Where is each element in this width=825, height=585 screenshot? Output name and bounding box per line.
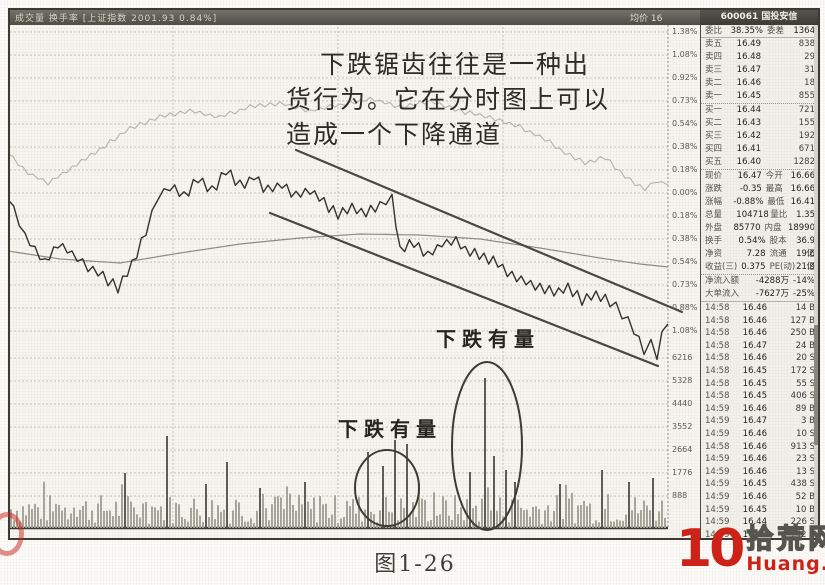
weibi-value: 38.35% (730, 26, 763, 36)
volume-callout-label-lower: 下跌有量 (338, 417, 442, 441)
axis-tick-label: 888 (672, 491, 688, 500)
transaction-row[interactable]: 14:59 16.45 10 B (705, 504, 815, 515)
scrollbar-thumb[interactable] (814, 325, 818, 445)
volume-callout-label-upper: 下跌有量 (436, 327, 540, 351)
quote-level-row: 卖二 16.46 18 (705, 78, 815, 88)
panel-scrollbar[interactable] (814, 25, 818, 538)
weicha-value: 1364 (793, 26, 815, 36)
axis-tick-label: 0.73% (672, 96, 698, 105)
axis-tick-label: 0.54% (672, 119, 698, 128)
quote-level-row: 买五 16.40 1282 (705, 157, 815, 167)
toolbar-indicator-tabs[interactable]: 成交量 换手率 [上证指数 2001.93 0.84%] (15, 14, 218, 24)
stock-info-row: 收益(三) 0.375 PE(动) 21.9 (705, 262, 815, 272)
axis-tick-label: 0.00% (672, 188, 698, 197)
money-flow-row: 大单流入 -7627万 -25% (705, 289, 815, 299)
transaction-row[interactable]: 14:59 16.45 438 S (705, 479, 815, 490)
bid-levels: 买一 16.44 721 买二 16.43 155 买三 16.42 192 买… (701, 103, 818, 169)
transaction-row[interactable]: 14:59 16.46 89 B (705, 403, 815, 414)
transaction-row[interactable]: 14:58 16.45 172 S (705, 365, 815, 376)
watermark-fragment (0, 512, 24, 556)
axis-tick-label: 0.38% (672, 234, 698, 243)
quote-level-row: 卖三 16.47 31 (705, 65, 815, 75)
transaction-row[interactable]: 14:58 16.46 14 B (705, 303, 815, 313)
annotation-line-1: 下跌锯齿往往是一种出 (320, 50, 591, 79)
watermark-site-name: 拾荒网 (746, 524, 825, 555)
transaction-row[interactable]: 14:59 16.46 23 S (705, 454, 815, 465)
stock-title: 600061 国投安信 (700, 10, 818, 25)
transaction-list[interactable]: 14:58 16.46 14 B 14:58 16.46 127 B 14:58 16… (701, 301, 818, 541)
axis-tick-label: 0.73% (672, 280, 698, 289)
axis-tick-label: 0.88% (672, 303, 698, 312)
quote-level-row: 买一 16.44 721 (705, 105, 815, 115)
money-flow-rows: 净流入额 -4288万 -14% 大单流入 -7627万 -25% (701, 274, 818, 301)
quote-level-row: 卖一 16.45 855 (705, 91, 815, 101)
axis-tick-label: 2664 (672, 445, 693, 454)
axis-tick-label: 6216 (672, 353, 693, 362)
transaction-row[interactable]: 14:59 16.47 3 B (705, 416, 815, 427)
axis-tick-label: 0.18% (672, 211, 698, 220)
quote-level-row: 卖四 16.48 29 (705, 52, 815, 62)
transaction-row[interactable]: 14:58 16.45 406 S (705, 391, 815, 402)
axis-tick-label: 0.92% (672, 73, 698, 82)
avg-price-hint: 均价 16 (630, 14, 663, 24)
ask-levels: 卖五 16.49 838 卖四 16.48 29 卖三 16.47 31 卖二 … (701, 38, 818, 103)
quote-panel: 委比 38.35% 委差 1364 卖五 16.49 838 卖四 16.48 … (700, 25, 818, 541)
stock-info-row: 现价 16.47 今开 16.66 (705, 171, 815, 181)
axis-tick-label: 4440 (672, 399, 693, 408)
axis-tick-label: 3552 (672, 422, 693, 431)
stock-info-rows: 现价 16.47 今开 16.66 涨跌 -0.35 最高 16.66 涨幅 -0.88%… (701, 169, 818, 274)
transaction-row[interactable]: 14:59 16.45 142 B (705, 529, 815, 540)
watermark: 10 拾荒网 Huang.CN (676, 520, 825, 578)
chart-toolbar[interactable]: 成交量 换手率 [上证指数 2001.93 0.84%] 均价 16 60006… (10, 10, 818, 25)
axis-tick-label: 0.38% (672, 142, 698, 151)
bid-ask-ratio-row: 委比 38.35% 委差 1364 (701, 25, 818, 38)
trading-app-window: 成交量 换手率 [上证指数 2001.93 0.84%] 均价 16 60006… (8, 8, 820, 540)
axis-tick-label: 1.08% (672, 326, 698, 335)
stock-info-row: 净资 7.28 流通 19.6亿 (705, 249, 815, 272)
intraday-chart-canvas (10, 25, 684, 531)
axis-tick-label: 0.54% (672, 257, 698, 266)
weibi-label: 委比 (705, 26, 723, 36)
annotation-line-3: 造成一个下降通道 (286, 120, 503, 149)
money-flow-row: 净流入额 -4288万 -14% (705, 276, 815, 286)
annotation-line-2: 货行为。它在分时图上可以 (286, 85, 611, 114)
stock-info-row: 换手 0.54% 股本 36.9亿 (705, 236, 815, 259)
transaction-row[interactable]: 14:58 16.46 913 S (705, 441, 815, 452)
quote-level-row: 买二 16.43 155 (705, 118, 815, 128)
quote-level-row: 卖五 16.49 838 (705, 39, 815, 49)
transaction-row[interactable]: 14:58 16.46 20 S (705, 353, 815, 364)
axis-tick-label: 1.08% (672, 50, 698, 59)
transaction-row[interactable]: 14:59 16.44 226 S (705, 517, 815, 528)
transaction-row[interactable]: 14:58 16.47 24 B (705, 340, 815, 351)
axis-tick-label: 1.38% (672, 27, 698, 36)
stock-info-row: 涨跌 -0.35 最高 16.66 (705, 184, 815, 194)
intraday-chart: 1.38% 1.08% 0.92% 0.73% 0.54% 0.38% 0.18% 0.00%… (10, 25, 700, 538)
stock-info-row: 总量 104718 量比 1.35 (705, 210, 815, 220)
quote-level-row: 买三 16.42 192 (705, 131, 815, 141)
figure-caption: 图1-26 (374, 552, 456, 577)
axis-tick-label: 0.18% (672, 165, 698, 174)
axis-tick-label: 5328 (672, 376, 693, 385)
transaction-row[interactable]: 14:59 16.46 52 B (705, 491, 815, 502)
transaction-row[interactable]: 14:58 16.45 55 S (705, 378, 815, 389)
watermark-domain: Huang.CN (746, 553, 825, 575)
transaction-row[interactable]: 14:59 16.46 13 S (705, 466, 815, 477)
stock-info-row: 外盘 85770 内盘 18990 (705, 223, 815, 233)
transaction-row[interactable]: 14:58 16.46 127 B (705, 315, 815, 326)
transaction-row[interactable]: 14:58 16.46 250 B (705, 328, 815, 339)
transaction-row[interactable]: 14:59 16.46 10 S (705, 428, 815, 439)
watermark-10-logo: 10 (676, 519, 745, 579)
stock-info-row: 涨幅 -0.88% 最低 16.41 (705, 197, 815, 207)
quote-level-row: 买四 16.41 671 (705, 144, 815, 154)
axis-tick-label: 1776 (672, 468, 693, 477)
weicha-label: 委差 (767, 26, 785, 36)
